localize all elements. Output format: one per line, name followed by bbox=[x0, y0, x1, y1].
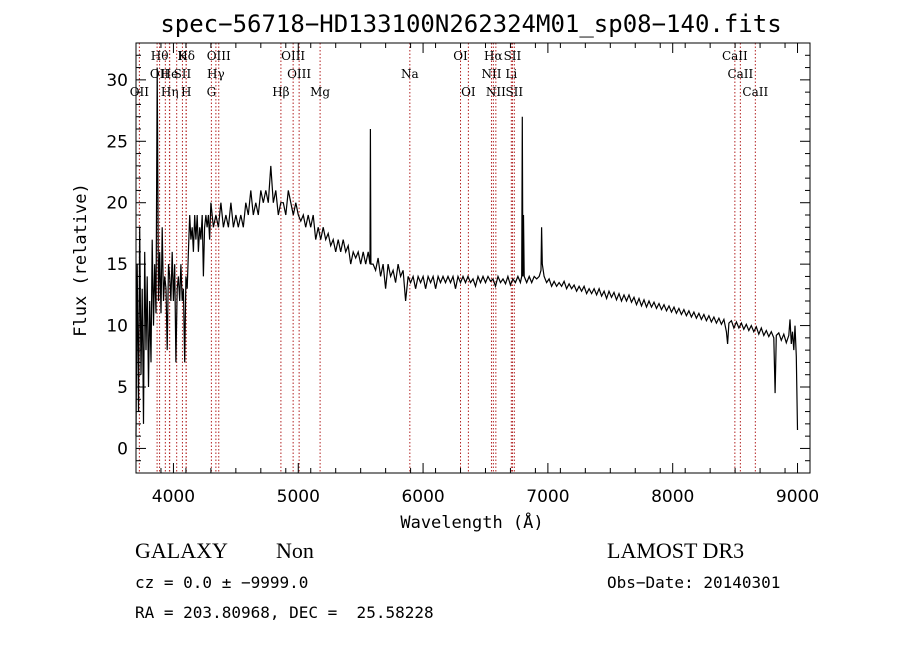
marker-label: SII bbox=[174, 67, 192, 81]
line-markers bbox=[138, 43, 756, 473]
marker-label: NII bbox=[486, 85, 506, 99]
marker-label: OIII bbox=[281, 49, 305, 63]
chart-title: spec−56718−HD133100N262324M01_sp08−140.f… bbox=[160, 10, 781, 38]
marker-label: G bbox=[207, 85, 217, 99]
x-tick-label: 5000 bbox=[277, 487, 320, 507]
x-axis-label: Wavelength (Å) bbox=[400, 511, 543, 533]
object-subclass: Non bbox=[276, 538, 314, 563]
marker-label: Hη bbox=[161, 85, 179, 99]
y-tick-label: 30 bbox=[106, 71, 128, 91]
marker-label: Li bbox=[505, 67, 517, 81]
y-tick-label: 20 bbox=[106, 194, 128, 214]
x-tick-label: 4000 bbox=[152, 487, 195, 507]
marker-label: Hα bbox=[484, 49, 503, 63]
marker-label: CaII bbox=[722, 49, 748, 63]
marker-label: Mg bbox=[310, 85, 330, 99]
marker-label: Hθ bbox=[151, 49, 169, 63]
obs-date: Obs−Date: 20140301 bbox=[607, 573, 781, 592]
marker-label: OI bbox=[453, 49, 468, 63]
marker-label: Na bbox=[401, 67, 419, 81]
marker-label: OII bbox=[150, 67, 170, 81]
y-tick-label: 5 bbox=[117, 378, 128, 398]
y-axis: 0 5 10 15 20 25 30 bbox=[106, 42, 810, 474]
x-axis: 4000 5000 6000 7000 8000 9000 bbox=[135, 43, 819, 507]
marker-label: SII bbox=[504, 49, 522, 63]
marker-label: K bbox=[178, 49, 188, 63]
marker-label: SII bbox=[505, 85, 523, 99]
survey-label: LAMOST DR3 bbox=[607, 538, 745, 563]
marker-label: H bbox=[181, 85, 191, 99]
y-tick-label: 15 bbox=[106, 255, 128, 275]
marker-label: Hγ bbox=[207, 67, 225, 81]
x-tick-label: 8000 bbox=[651, 487, 694, 507]
marker-label: Hδ bbox=[177, 49, 195, 63]
x-tick-label: 9000 bbox=[776, 487, 819, 507]
plot-frame bbox=[135, 42, 811, 474]
x-tick-label: 6000 bbox=[401, 487, 444, 507]
marker-label: OIII bbox=[207, 49, 231, 63]
marker-label: Hβ bbox=[272, 85, 289, 99]
marker-label: He bbox=[161, 67, 179, 81]
marker-label: CaII bbox=[742, 85, 768, 99]
object-class: GALAXY bbox=[135, 538, 228, 563]
y-tick-label: 25 bbox=[106, 132, 128, 152]
y-tick-label: 0 bbox=[117, 439, 128, 459]
y-axis-label: Flux (relative) bbox=[71, 183, 91, 337]
marker-label: OI bbox=[461, 85, 476, 99]
marker-label: CaII bbox=[727, 67, 753, 81]
marker-label: OIII bbox=[287, 67, 311, 81]
spectrum-series bbox=[135, 67, 799, 437]
y-tick-label: 10 bbox=[106, 317, 128, 337]
ra-dec-readout: RA = 203.80968, DEC = 25.58228 bbox=[135, 603, 434, 622]
x-tick-label: 7000 bbox=[526, 487, 569, 507]
cz-readout: cz = 0.0 ± −9999.0 bbox=[135, 573, 309, 592]
marker-label: NII bbox=[481, 67, 501, 81]
